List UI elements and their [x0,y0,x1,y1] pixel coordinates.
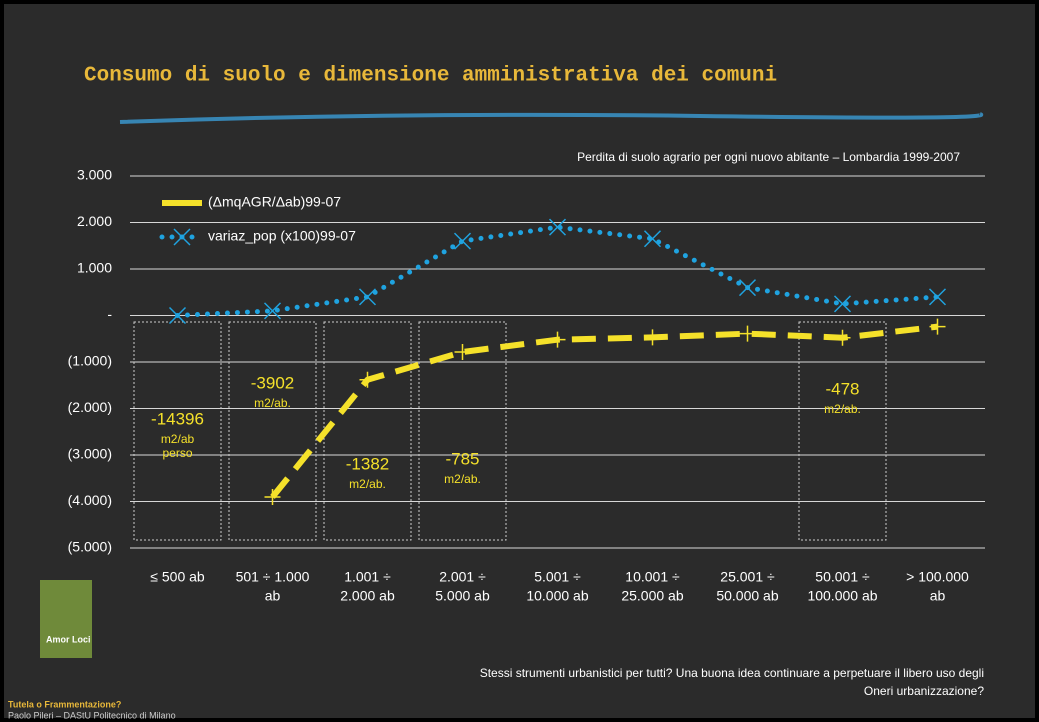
point-marker [738,279,757,297]
author: Paolo Pileri – DAStU Politecnico di Mila… [8,710,176,720]
book-cover [40,580,92,658]
point-marker [454,344,471,361]
title: Consumo di suolo e dimensione amministra… [84,65,777,88]
y-tick-label: 2.000 [77,213,112,229]
y-tick-label: (3.000) [68,446,112,462]
point-marker [833,295,852,313]
annotation-text: -14396 [151,409,204,428]
y-tick-label: (2.000) [68,399,112,415]
x-tick-label: 50.001 ÷ [815,569,870,585]
point-marker [549,331,566,348]
point-marker [834,329,851,346]
series-title: Tutela o Frammentazione? [8,699,121,709]
annotation-text: m2/ab. [254,396,291,410]
x-tick-label: 25.001 ÷ [720,569,775,585]
point-marker [168,306,187,325]
y-tick-label: (1.000) [68,353,112,369]
annotation-box [418,321,507,541]
annotation-text: -785 [445,449,479,468]
y-tick-label: - [107,306,112,322]
x-tick-label: 5.000 ab [435,588,490,604]
x-tick-label: 10.001 ÷ [625,569,680,585]
y-tick-label: (4.000) [68,492,112,508]
annotation-text: m2/ab. [349,477,386,491]
annotation-box [228,321,317,541]
book-title: Amor Loci [46,634,91,644]
series-line [270,323,938,499]
subtitle: Perdita di suolo agrario per ogni nuovo … [577,150,960,164]
annotation-text: perso [162,446,192,460]
x-tick-label: 50.000 ab [716,588,778,604]
x-tick-label: ab [930,588,946,604]
point-marker [929,318,946,335]
x-tick-label: > 100.000 [906,569,969,585]
point-marker [263,302,282,320]
y-tick-label: 1.000 [77,260,112,276]
x-tick-label: 1.001 ÷ [344,569,391,585]
point-marker [643,230,662,248]
title-underline [119,112,984,124]
annotation-text: m2/ab [161,432,195,446]
legend-label: (ΔmqAGR/Δab)99-07 [208,194,341,210]
point-marker [644,329,661,346]
chalkboard [4,4,1035,718]
point-marker [264,488,281,505]
annotation-box [133,321,222,541]
y-tick-label: (5.000) [68,539,112,555]
footer-question: Oneri urbanizzazione? [864,684,984,698]
x-tick-label: 100.000 ab [807,588,877,604]
annotation-text: -3902 [251,373,294,392]
point-marker [548,218,567,236]
point-marker [359,371,376,388]
x-tick-label: ab [265,588,281,604]
x-tick-label: 2.001 ÷ [439,569,486,585]
x-tick-label: 501 ÷ 1.000 [236,569,310,585]
annotation-text: -478 [825,379,859,398]
point-marker [453,232,472,250]
x-tick-label: ≤ 500 ab [150,569,205,585]
annotation-box [798,321,887,541]
point-marker [928,288,947,306]
annotation-text: -1382 [346,454,389,473]
annotation-text: m2/ab. [444,472,481,486]
x-tick-label: 5.001 ÷ [534,569,581,585]
x-tick-label: 25.000 ab [621,588,683,604]
footer-question: Stessi strumenti urbanistici per tutti? … [480,666,984,680]
point-marker [173,228,191,246]
x-tick-label: 2.000 ab [340,588,395,604]
y-tick-label: 3.000 [77,167,112,183]
point-marker [739,325,756,342]
x-tick-label: 10.000 ab [526,588,588,604]
point-marker [358,288,377,306]
legend-label: variaz_pop (x100)99-07 [208,228,356,244]
annotation-text: m2/ab. [824,402,861,416]
